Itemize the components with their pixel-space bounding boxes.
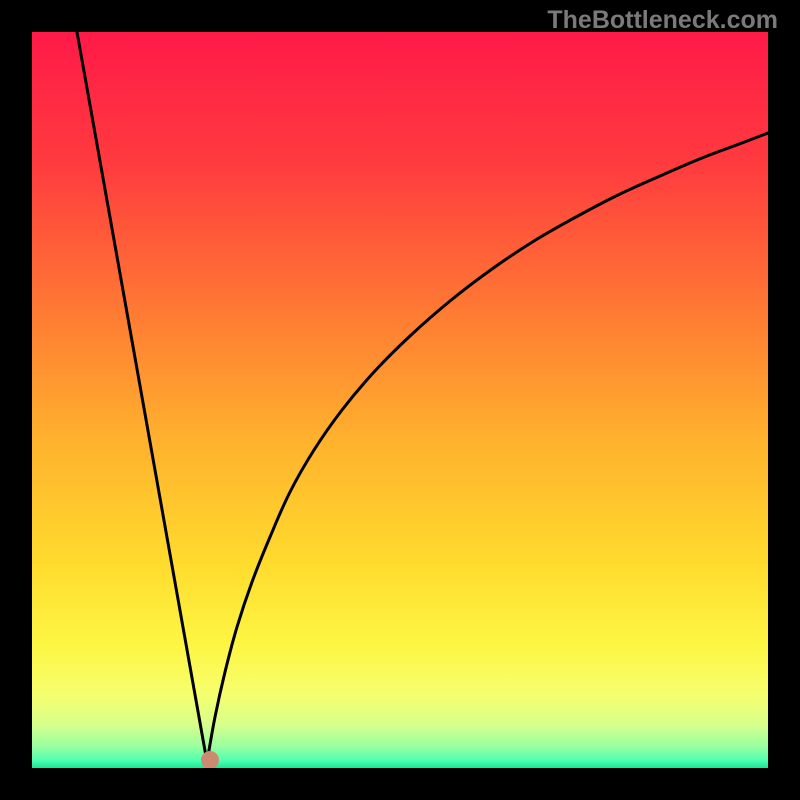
watermark-text: TheBottleneck.com	[547, 6, 778, 35]
heat-gradient-background	[32, 32, 768, 768]
chart-canvas: TheBottleneck.com	[0, 0, 800, 800]
plot-area	[32, 32, 768, 768]
